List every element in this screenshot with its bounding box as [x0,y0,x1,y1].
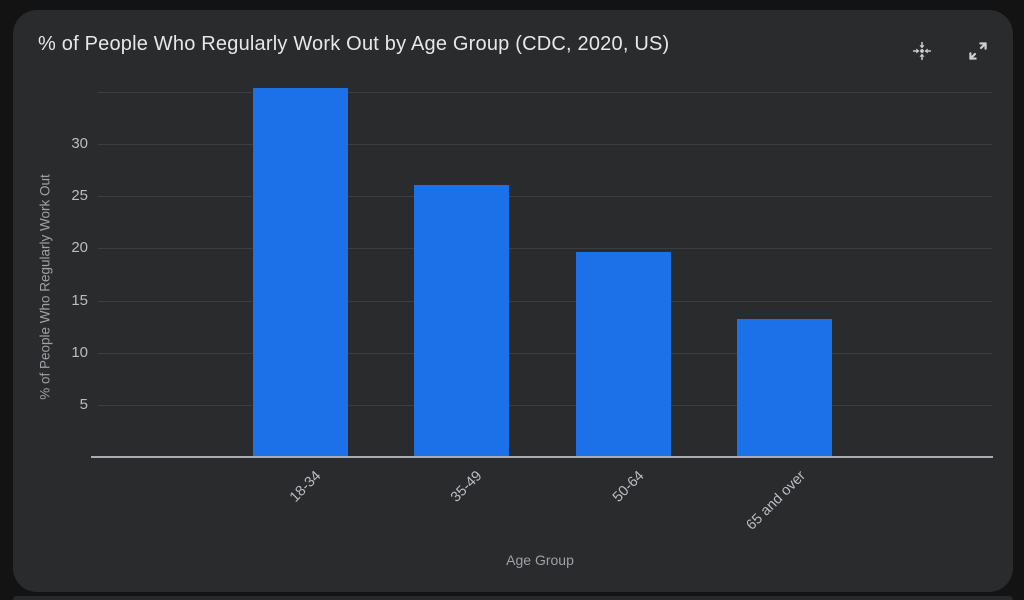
next-card-edge [13,596,1013,600]
plot-area: 5 10 15 20 25 30 18-34 35-49 50-64 65 and over %… [13,10,1013,592]
gridline [98,248,992,249]
x-tick-label: 18-34 [286,468,325,506]
x-tick-label: 65 and over [743,468,809,534]
chart-title: % of People Who Regularly Work Out by Ag… [38,33,670,55]
expand-button[interactable] [965,38,991,64]
bar-50-64[interactable] [575,252,671,457]
bar-65 and over[interactable] [737,319,832,457]
chart-card: % of People Who Regularly Work Out by Ag… [13,10,1013,592]
move-button[interactable] [909,38,935,64]
y-tick-label: 30 [71,135,88,153]
gridline [98,92,992,93]
y-tick-label: 10 [71,344,88,362]
gridline [98,301,992,302]
bar-35-49[interactable] [414,185,509,457]
chart-toolbar [909,38,991,64]
y-axis-title: % of People Who Regularly Work Out [37,174,53,400]
gridline [98,353,992,354]
expand-icon [969,42,987,60]
gridline [98,196,992,197]
y-tick-label: 20 [71,239,88,257]
y-tick-label: 25 [71,187,88,205]
gridline [98,144,992,145]
x-axis-title: Age Group [506,552,574,568]
y-tick-label: 15 [71,292,88,310]
bar-18-34[interactable] [252,88,348,457]
move-icon [912,41,932,61]
gridline [98,405,992,406]
x-tick-label: 50-64 [609,468,648,506]
y-tick-label: 5 [79,396,88,414]
x-axis-line [91,456,993,458]
x-tick-label: 35-49 [448,468,486,506]
